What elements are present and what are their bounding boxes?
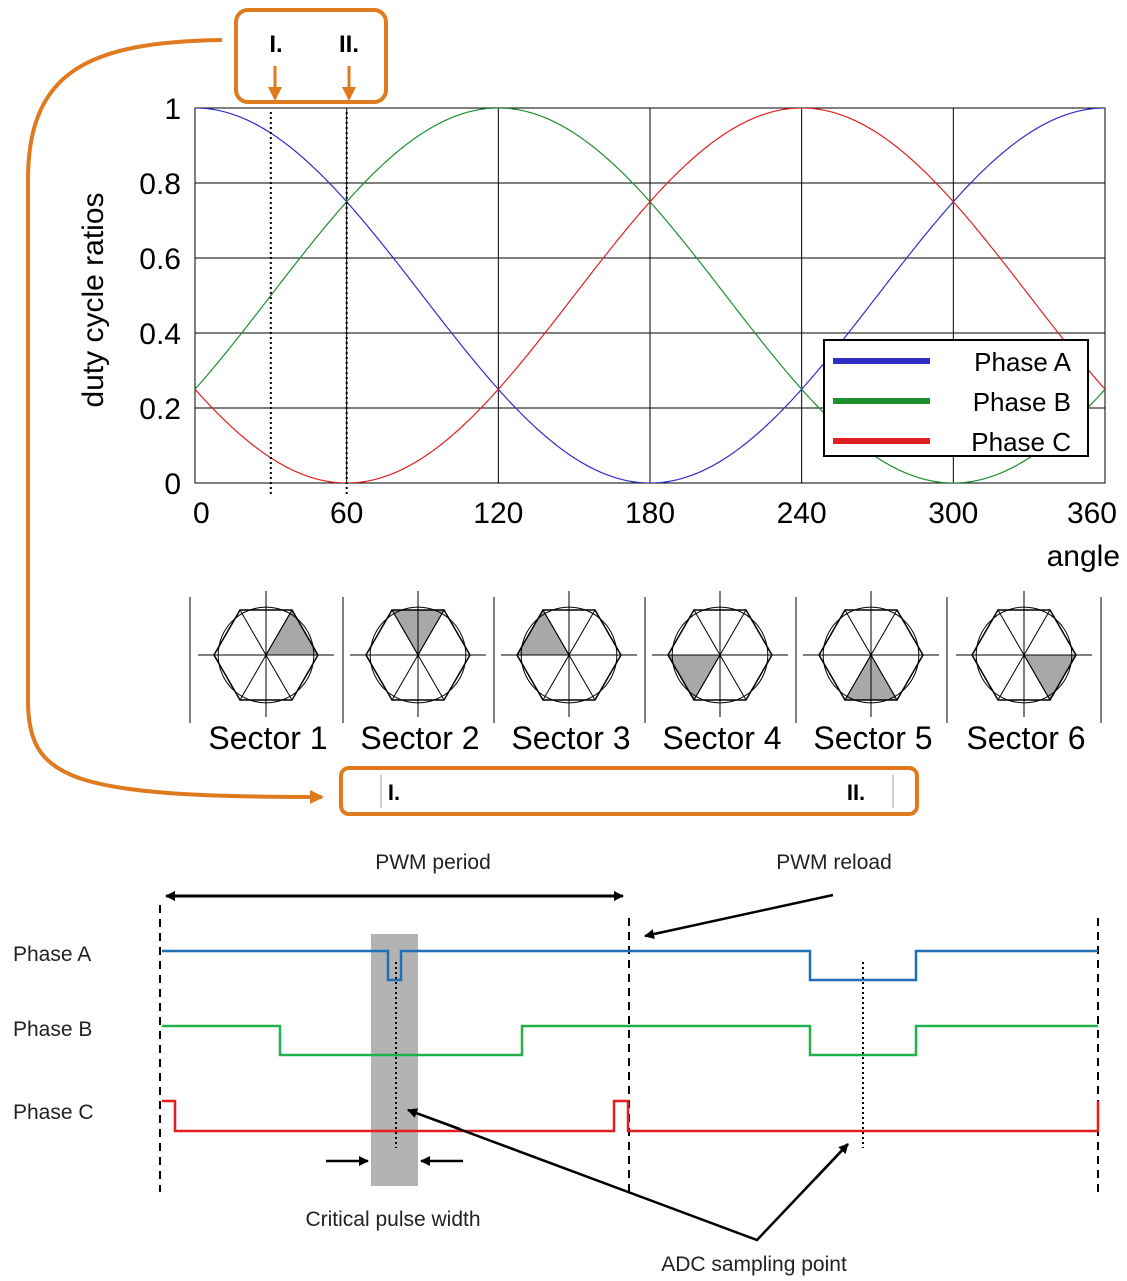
sector-hexagon (803, 591, 939, 717)
legend-label: Phase A (974, 347, 1072, 377)
y-tick-labels: 0 0.2 0.4 0.6 0.8 1 (139, 93, 181, 501)
marker-label-ii: II. (339, 31, 359, 58)
hexagon-spoke (719, 654, 747, 701)
legend-label: Phase B (973, 387, 1071, 417)
zoom-bar: I. II. (339, 766, 919, 816)
x-tick-labels: 0 60 120 180 240 300 360 (193, 497, 1117, 530)
hexagon-spoke (844, 609, 872, 656)
hexagon-spoke (719, 609, 747, 656)
y-tick-label: 0.8 (139, 168, 181, 201)
hexagon-spoke (239, 609, 267, 656)
active-sector-fill (265, 608, 319, 656)
hexagon-spoke (997, 654, 1025, 701)
phase-c-label: Phase C (13, 1101, 94, 1124)
sector-label: Sector 1 (208, 720, 327, 756)
sector-label: Sector 5 (813, 720, 932, 756)
sector-hexagon (198, 591, 334, 717)
pwm-reload-label: PWM reload (776, 851, 892, 874)
pwm-period-label: PWM period (375, 851, 491, 874)
hexagon-spoke (1023, 609, 1051, 656)
hexagon-spoke (693, 609, 721, 656)
legend: Phase A Phase B Phase C (823, 339, 1089, 457)
x-tick-label: 240 (777, 497, 827, 530)
x-tick-label: 0 (193, 497, 210, 530)
active-sector-fill (667, 654, 721, 702)
hexagon-spoke (391, 654, 419, 701)
y-tick-label: 0 (164, 468, 181, 501)
sector-hexagon (501, 591, 637, 717)
marker-callout-box (234, 8, 388, 104)
phase-b-label: Phase B (13, 1018, 92, 1041)
sector-row: Sector 1 Sector 2 Sector 3 Sector 4 Sector 5… (189, 591, 1102, 756)
pwm-waveform-phase-a (162, 949, 1098, 982)
sector-label: Sector 3 (511, 720, 630, 756)
zoom-bar-box (339, 766, 919, 816)
hexagon-spoke (265, 654, 293, 701)
y-axis-label: duty cycle ratios (77, 192, 110, 407)
duty-cycle-chart: 0 0.2 0.4 0.6 0.8 1 0 60 120 180 240 300 360 duty c… (26, 8, 1120, 804)
pwm-waveform-phase-b (162, 1024, 1098, 1057)
hexagon-spoke (417, 609, 445, 656)
hexagon-spoke (239, 654, 267, 701)
angle-markers (269, 112, 348, 495)
critical-pulse-width-label: Critical pulse width (305, 1208, 480, 1231)
sector-label: Sector 2 (360, 720, 479, 756)
x-tick-label: 60 (330, 497, 363, 530)
legend-label: Phase C (971, 427, 1071, 457)
pwm-waveform-phase-c (162, 1099, 1100, 1133)
sector-label: Sector 4 (662, 720, 781, 756)
active-sector-fill (516, 608, 570, 656)
zoom-bar-label-i: I. (388, 780, 400, 805)
pwm-timing-diagram: Phase A Phase B Phase C PWM period PWM r… (13, 851, 1100, 1276)
y-tick-label: 0.6 (139, 243, 181, 276)
series-line-phase-c (195, 108, 1105, 483)
hexagon-spoke (542, 654, 570, 701)
marker-callout: I. II. (234, 8, 388, 104)
y-tick-label: 1 (164, 93, 181, 126)
y-tick-label: 0.2 (139, 393, 181, 426)
critical-pulse-band (371, 934, 418, 1186)
hexagon-spoke (391, 609, 419, 656)
hexagon-spoke (542, 609, 570, 656)
sector-hexagon (652, 591, 788, 717)
sector-label: Sector 6 (966, 720, 1085, 756)
y-tick-label: 0.4 (139, 318, 181, 351)
x-tick-label: 300 (928, 497, 978, 530)
hexagon-spoke (568, 654, 596, 701)
marker-label-i: I. (269, 31, 282, 58)
x-tick-label: 120 (473, 497, 523, 530)
adc-arrow-head-1 (407, 1108, 461, 1131)
hexagon-spoke (844, 654, 872, 701)
hexagon-spoke (693, 654, 721, 701)
sector-hexagon (350, 591, 486, 717)
sector-hexagon (956, 591, 1092, 717)
x-axis-label: angle (1047, 540, 1120, 573)
phase-a-label: Phase A (13, 943, 91, 966)
x-tick-label: 360 (1067, 497, 1117, 530)
hexagon-spoke (1023, 654, 1051, 701)
hexagon-spoke (568, 609, 596, 656)
zoom-bar-label-ii: II. (847, 780, 865, 805)
x-tick-label: 180 (625, 497, 675, 530)
zoom-connector-arrow (26, 38, 324, 804)
pwm-reload-arrow (644, 893, 834, 939)
adc-sampling-point-label: ADC sampling point (661, 1253, 847, 1276)
hexagon-spoke (997, 609, 1025, 656)
adc-arrow-head-2 (814, 1143, 849, 1180)
hexagon-spoke (417, 654, 445, 701)
hexagon-spoke (870, 654, 898, 701)
hexagon-spoke (265, 609, 293, 656)
active-sector-fill (1023, 654, 1077, 702)
hexagon-spoke (870, 609, 898, 656)
series-lines (195, 108, 1105, 483)
